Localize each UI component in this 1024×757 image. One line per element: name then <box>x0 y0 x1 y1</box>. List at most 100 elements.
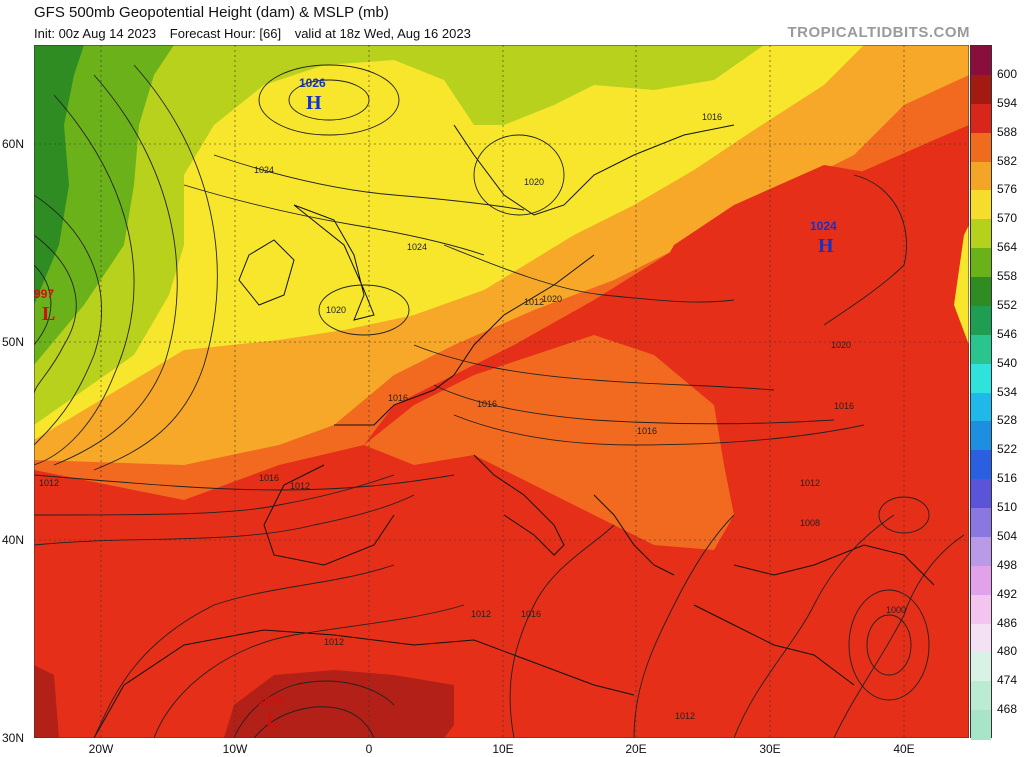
height-fill-588-east <box>624 165 904 405</box>
isobar-label: 1012 <box>39 478 59 488</box>
isobar-label: 1020 <box>542 294 562 304</box>
pressure-value: 1024 <box>810 219 837 233</box>
chart-title: GFS 500mb Geopotential Height (dam) & MS… <box>34 4 389 21</box>
colorbar-segment <box>971 508 991 538</box>
colorbar-segment <box>971 565 991 596</box>
low-symbol: L <box>266 710 279 732</box>
isobar-label: 1016 <box>834 401 854 411</box>
lon-label-10w: 10W <box>222 742 248 756</box>
colorbar-segment <box>971 277 991 307</box>
colorbar-segment <box>971 305 991 336</box>
colorbar-label: 522 <box>997 442 1018 457</box>
colorbar-label: 552 <box>997 297 1018 312</box>
valid-time: valid at 18z Wed, Aug 16 2023 <box>294 26 471 41</box>
height-fill-594-west <box>34 665 59 738</box>
colorbar-label: 588 <box>997 124 1018 139</box>
isobar-label: 1016 <box>702 112 722 122</box>
colorbar-segment <box>971 710 991 740</box>
colorbar-segment <box>971 334 991 365</box>
high-symbol: H <box>818 235 834 257</box>
chart-subtitle: Init: 00z Aug 14 2023 Forecast Hour: [66… <box>34 26 481 41</box>
pressure-value: 1026 <box>299 76 326 90</box>
colorbar-label: 600 <box>997 66 1018 81</box>
colorbar-label: 498 <box>997 557 1018 572</box>
weather-map: 1026 H 1024 H 997 L 1006 L 1024 1024 102… <box>34 45 969 738</box>
isobar-label: 1016 <box>477 399 497 409</box>
isobar-label: 1016 <box>388 393 408 403</box>
colorbar-segment <box>971 103 991 134</box>
isobars <box>34 64 965 738</box>
pressure-value: 997 <box>34 287 54 301</box>
colorbar-label: 594 <box>997 95 1018 110</box>
colorbar-segment <box>971 536 991 567</box>
lat-label-50n: 50N <box>2 335 25 349</box>
high-symbol: H <box>306 92 322 114</box>
colorbar-segment <box>971 392 991 422</box>
colorbar-label: 582 <box>997 153 1018 168</box>
height-fill-588-med <box>394 465 674 585</box>
height-fill-582-central <box>364 335 734 550</box>
colorbar-segment <box>971 479 991 509</box>
colorbar-label: 516 <box>997 471 1018 486</box>
lon-label-10e: 10E <box>492 742 514 756</box>
lat-label-60n: 60N <box>2 137 25 151</box>
colorbar-label: 534 <box>997 384 1018 399</box>
pressure-center-high-russia: 1024 H <box>810 219 837 257</box>
isobar-label: 1016 <box>259 473 279 483</box>
forecast-hour: Forecast Hour: [66] <box>169 26 282 41</box>
colorbar-label: 576 <box>997 182 1018 197</box>
isobar-label: 1012 <box>471 609 491 619</box>
colorbar <box>970 45 992 740</box>
isobar-label: 1012 <box>324 637 344 647</box>
colorbar-segment <box>971 363 991 393</box>
colorbar-label: 510 <box>997 500 1018 514</box>
lon-label-20w: 20W <box>88 742 114 756</box>
colorbar-segment <box>971 623 991 653</box>
isobar-label: 1016 <box>637 426 657 436</box>
isobar-label: 1020 <box>326 305 346 315</box>
isobar-label: 1012 <box>290 481 310 491</box>
lon-label-0: 0 <box>365 742 373 756</box>
graticule <box>34 45 969 738</box>
colorbar-segment <box>971 74 991 105</box>
coastlines <box>93 124 935 738</box>
colorbar-label: 486 <box>997 615 1018 630</box>
colorbar-segment <box>971 161 991 191</box>
height-fill-552 <box>34 45 84 305</box>
isobar-label: 1012 <box>800 478 820 488</box>
colorbar-segment <box>971 450 991 480</box>
isobar-label: 1024 <box>407 242 427 252</box>
colorbar-label: 564 <box>997 240 1018 255</box>
isobar-label: 1024 <box>254 165 274 175</box>
colorbar-segment <box>971 421 991 451</box>
colorbar-segment <box>971 652 991 682</box>
colorbar-label: 540 <box>997 355 1018 370</box>
lon-label-40e: 40E <box>893 742 915 756</box>
height-fill-570 <box>34 45 864 440</box>
colorbar-segment <box>971 248 991 278</box>
lon-label-30e: 30E <box>759 742 781 756</box>
colorbar-label: 480 <box>997 644 1018 659</box>
pressure-center-high-north-atlantic: 1026 H <box>299 76 326 114</box>
height-fill-594-south <box>224 670 454 738</box>
lon-label-20e: 20E <box>625 742 647 756</box>
isobar-label: 1012 <box>524 297 544 307</box>
colorbar-label: 546 <box>997 326 1018 341</box>
colorbar-label: 474 <box>997 673 1018 688</box>
colorbar-label: 492 <box>997 586 1018 601</box>
height-fill-558 <box>34 45 174 365</box>
pressure-center-low-morocco: 1006 L <box>258 694 285 732</box>
colorbar-label: 504 <box>997 528 1018 543</box>
lat-label-30n: 30N <box>2 731 25 745</box>
isobar-label: 1008 <box>800 518 820 528</box>
brand-logo: TROPICALTIDBITS.COM <box>787 24 970 41</box>
colorbar-segment <box>971 219 991 249</box>
colorbar-label: 570 <box>997 211 1018 226</box>
colorbar-segment <box>971 132 991 162</box>
isobar-label: 1020 <box>831 340 851 350</box>
low-symbol: L <box>42 303 55 325</box>
colorbar-label: 468 <box>997 702 1018 717</box>
isobar-labels: 1024 1024 1020 1020 1016 1020 1020 1016 … <box>39 112 906 721</box>
colorbar-segment <box>971 681 991 711</box>
isobar-label: 1020 <box>524 177 544 187</box>
